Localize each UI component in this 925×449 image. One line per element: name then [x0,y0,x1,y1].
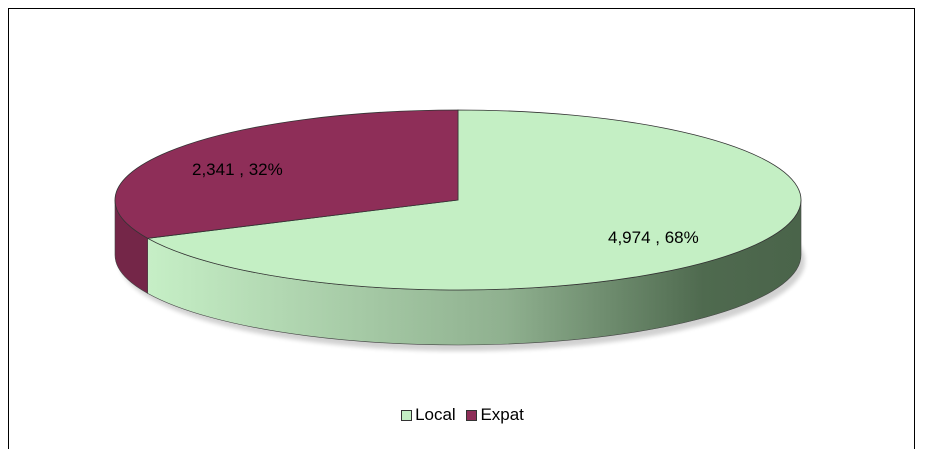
chart-frame [8,8,915,449]
legend-item-local: Local [401,405,456,425]
legend-label-expat: Expat [480,405,524,424]
pie-slice-expat [114,109,459,239]
legend-swatch-expat [466,409,478,421]
data-label-local: 4,974 , 68% [608,228,699,247]
legend: Local Expat [0,405,925,426]
legend-label-local: Local [415,405,456,424]
data-label-expat: 2,341 , 32% [192,160,283,179]
legend-swatch-local [401,409,413,421]
legend-item-expat: Expat [466,405,524,425]
pie-slice-local [146,109,802,291]
